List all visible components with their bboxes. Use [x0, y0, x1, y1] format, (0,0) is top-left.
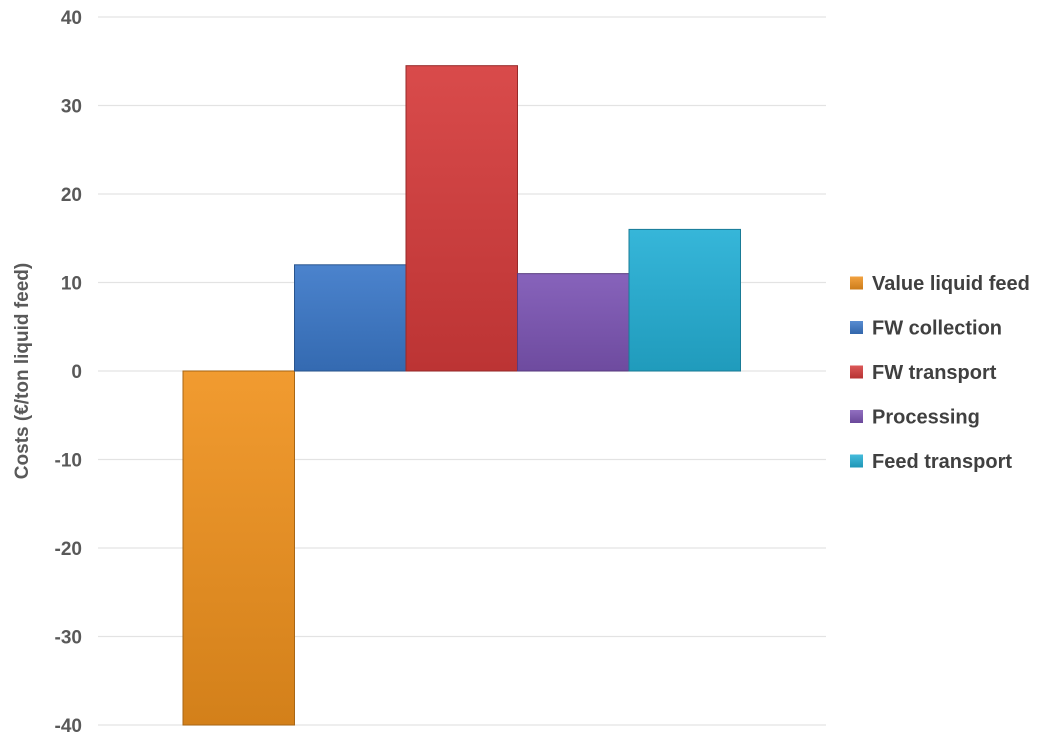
y-tick-label: -10 [55, 451, 82, 472]
legend-label: Processing [872, 407, 980, 429]
legend-label: FW transport [872, 362, 997, 384]
legend-label: FW collection [872, 318, 1002, 340]
legend-swatch [850, 454, 863, 468]
legend: Value liquid feed FW collection FW transpo… [850, 273, 1030, 473]
y-tick-label: 0 [71, 362, 82, 383]
legend-swatch [850, 410, 863, 423]
y-tick-label: -30 [55, 628, 82, 649]
legend-label: Feed transport [872, 451, 1012, 473]
y-tick-label: 20 [61, 185, 82, 206]
bar-value-liquid-feed [182, 370, 295, 726]
y-tick-label: 40 [61, 8, 82, 29]
legend-label: Value liquid feed [872, 273, 1030, 295]
bar-feed-transport [628, 228, 741, 372]
bar-processing [517, 273, 630, 372]
legend-swatch [850, 365, 863, 379]
y-tick-label: 10 [61, 274, 82, 295]
y-axis-ticks: 40 30 20 10 0 -10 -20 -30 -40 [55, 8, 82, 737]
legend-swatch [850, 276, 863, 290]
bar-fw-transport [405, 65, 518, 372]
legend-swatch [850, 321, 863, 334]
y-tick-label: 30 [61, 97, 82, 118]
y-tick-label: -40 [55, 716, 82, 737]
y-tick-label: -20 [55, 539, 82, 560]
bar-fw-collection [294, 264, 407, 372]
bars [182, 65, 741, 726]
y-axis-title: Costs (€/ton liquid feed) [12, 263, 33, 479]
